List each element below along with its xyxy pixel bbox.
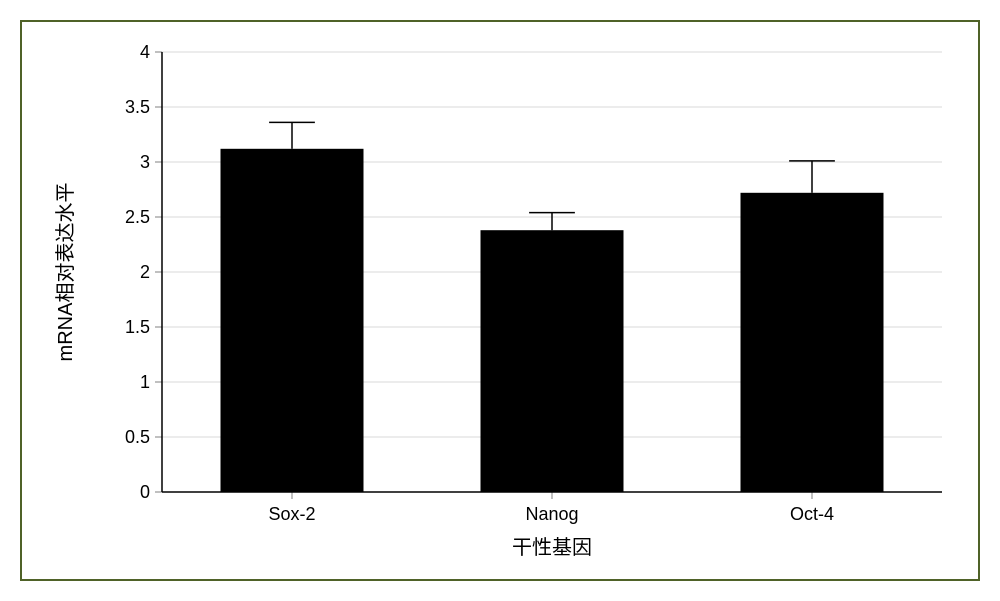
bar [481,230,624,492]
y-tick-label: 1.5 [125,317,150,337]
y-tick-label: 3 [140,152,150,172]
y-tick-label: 2.5 [125,207,150,227]
y-tick-label: 1 [140,372,150,392]
chart-frame: Sox-2 Nanog Oct-4 0 0.5 1 1.5 2 2.5 3 3.5 4 mRNA相对表达… [20,20,980,581]
x-axis-label: 干性基因 [512,536,592,559]
y-tick-label: 0 [140,482,150,502]
x-tick-label: Sox-2 [268,504,315,524]
y-tick-label: 2 [140,262,150,282]
y-tick-label: 4 [140,42,150,62]
y-axis-label: mRNA相对表达水平 [54,183,77,362]
y-tick-label: 3.5 [125,97,150,117]
x-tick-label: Nanog [525,504,578,524]
bar [741,193,884,492]
bar-chart: Sox-2 Nanog Oct-4 0 0.5 1 1.5 2 2.5 3 3.5 4 mRNA相对表达… [22,22,978,579]
bar [221,149,364,492]
y-tick-label: 0.5 [125,427,150,447]
x-tick-label: Oct-4 [790,504,834,524]
